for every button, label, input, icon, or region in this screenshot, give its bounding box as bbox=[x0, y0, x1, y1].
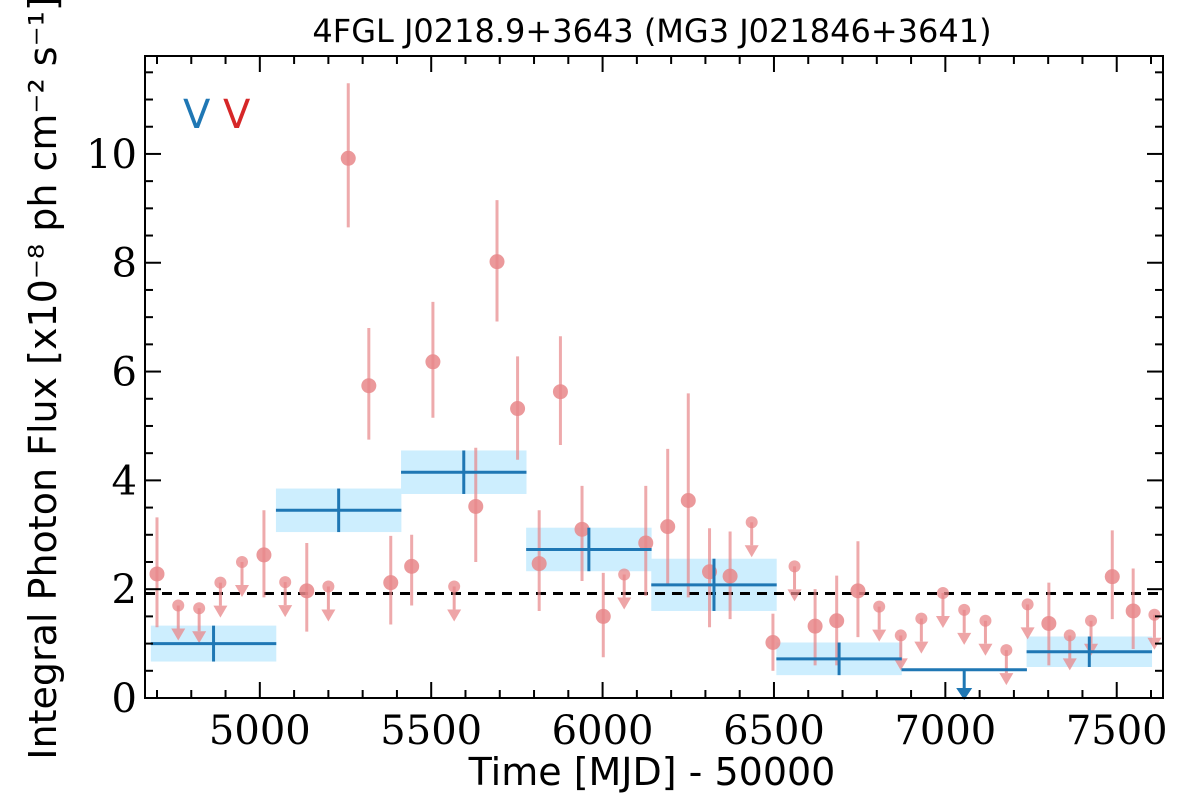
fine-data-point-33 bbox=[850, 583, 866, 599]
fine-upper-limit-arrow-30 bbox=[787, 589, 802, 602]
fine-upper-limit-arrow-37 bbox=[935, 615, 950, 628]
y-axis-label: Integral Photon Flux [x10⁻⁸ ph cm⁻² s⁻¹] bbox=[21, 0, 65, 760]
fine-upper-limit-arrow-41 bbox=[1020, 627, 1035, 640]
fine-upper-limit-arrow-8 bbox=[321, 609, 336, 622]
fine-upper-limit-arrow-14 bbox=[447, 609, 462, 622]
fine-data-point-27 bbox=[722, 568, 738, 584]
fine-upper-limit-arrow-39 bbox=[978, 643, 993, 656]
fine-data-point-10 bbox=[361, 378, 377, 394]
legend-entry-1: V bbox=[223, 92, 251, 138]
fine-upper-limit-arrow-34 bbox=[872, 629, 887, 642]
fine-data-point-24 bbox=[660, 519, 676, 535]
fine-data-point-23 bbox=[638, 535, 654, 551]
y-tick-label-3: 6 bbox=[112, 350, 137, 396]
fine-upper-limit-cap-41 bbox=[1021, 598, 1034, 611]
fine-data-point-32 bbox=[829, 613, 845, 629]
fine-upper-limit-cap-3 bbox=[214, 576, 227, 589]
y-tick-label-4: 8 bbox=[112, 241, 137, 287]
fine-binned-layer bbox=[149, 83, 1162, 686]
fine-data-point-21 bbox=[595, 608, 611, 624]
fine-upper-limit-cap-39 bbox=[979, 614, 992, 627]
fine-upper-limit-arrow-36 bbox=[914, 641, 929, 654]
x-axis-label: Time [MJD] - 50000 bbox=[468, 750, 836, 794]
fine-data-point-12 bbox=[404, 558, 420, 574]
fine-upper-limit-arrow-35 bbox=[893, 658, 908, 671]
plot-back-layer bbox=[145, 450, 1163, 676]
fine-upper-limit-cap-2 bbox=[193, 602, 206, 615]
fine-upper-limit-cap-14 bbox=[448, 580, 461, 593]
fine-upper-limit-arrow-44 bbox=[1084, 643, 1099, 656]
fine-upper-limit-arrow-40 bbox=[999, 673, 1014, 686]
fine-upper-limit-cap-6 bbox=[279, 576, 292, 589]
fine-upper-limit-cap-40 bbox=[1000, 644, 1013, 657]
y-tick-label-5: 10 bbox=[86, 132, 137, 178]
yearly-binned-layer bbox=[150, 450, 1153, 700]
y-tick-label-1: 2 bbox=[112, 567, 137, 613]
fine-data-point-7 bbox=[299, 583, 315, 599]
fine-upper-limit-cap-43 bbox=[1063, 629, 1076, 642]
fine-data-point-19 bbox=[552, 384, 568, 400]
fine-upper-limit-arrow-43 bbox=[1062, 658, 1077, 671]
fine-upper-limit-arrow-2 bbox=[192, 631, 207, 644]
axes-frame bbox=[144, 55, 1164, 699]
fine-upper-limit-arrow-22 bbox=[617, 597, 632, 610]
fine-data-point-31 bbox=[807, 618, 823, 634]
fine-upper-limit-arrow-4 bbox=[235, 584, 250, 597]
y-tick-label-0: 0 bbox=[112, 676, 137, 722]
x-tick-label-5: 7500 bbox=[1066, 708, 1168, 754]
fine-upper-limit-cap-22 bbox=[618, 568, 631, 581]
plot-frame bbox=[144, 55, 1164, 699]
x-tick-label-0: 5000 bbox=[209, 708, 311, 754]
x-tick-label-2: 6000 bbox=[552, 708, 654, 754]
x-tick-label-3: 6500 bbox=[723, 708, 825, 754]
fine-data-point-46 bbox=[1125, 603, 1141, 619]
fine-upper-limit-cap-30 bbox=[788, 560, 801, 573]
fine-data-point-0 bbox=[149, 566, 165, 582]
fine-data-point-16 bbox=[489, 254, 505, 270]
fine-data-point-20 bbox=[574, 521, 590, 537]
fine-upper-limit-arrow-47 bbox=[1147, 637, 1162, 650]
fine-data-point-45 bbox=[1104, 569, 1120, 585]
fine-data-point-29 bbox=[765, 635, 781, 651]
fine-upper-limit-cap-8 bbox=[322, 580, 335, 593]
legend-entry-0: V bbox=[183, 92, 211, 138]
x-tick-label-4: 7000 bbox=[894, 708, 996, 754]
fine-data-point-9 bbox=[340, 150, 356, 166]
fine-data-point-17 bbox=[510, 401, 526, 417]
fine-upper-limit-cap-37 bbox=[936, 586, 949, 599]
fine-data-point-25 bbox=[680, 493, 696, 509]
fine-data-point-18 bbox=[531, 556, 547, 572]
axis-ticks: 5000 5500 6000 6500 7000 7500 0 2 4 6 8 10 bbox=[86, 56, 1168, 754]
fine-upper-limit-arrow-6 bbox=[278, 605, 293, 618]
fine-upper-limit-cap-47 bbox=[1148, 608, 1161, 621]
fine-data-point-15 bbox=[468, 498, 484, 514]
binned-upper-limit-arrow-6 bbox=[956, 688, 973, 700]
fine-upper-limit-cap-36 bbox=[915, 612, 928, 625]
fine-upper-limit-arrow-3 bbox=[213, 605, 228, 618]
fine-data-point-11 bbox=[383, 575, 399, 591]
chart-title: 4FGL J0218.9+3643 (MG3 J021846+3641) bbox=[312, 12, 991, 50]
fine-upper-limit-arrow-1 bbox=[171, 628, 186, 641]
fine-upper-limit-cap-4 bbox=[236, 555, 249, 568]
fine-upper-limit-cap-35 bbox=[894, 629, 907, 642]
x-tick-label-1: 5500 bbox=[380, 708, 482, 754]
fine-upper-limit-arrow-38 bbox=[957, 632, 972, 645]
fine-data-point-13 bbox=[425, 354, 441, 370]
y-tick-label-2: 4 bbox=[112, 458, 137, 504]
fine-data-point-42 bbox=[1041, 615, 1057, 631]
fine-data-point-5 bbox=[256, 547, 272, 563]
fine-upper-limit-arrow-28 bbox=[744, 545, 759, 558]
fine-upper-limit-cap-28 bbox=[745, 516, 758, 529]
fine-upper-limit-cap-1 bbox=[172, 599, 185, 612]
fine-upper-limit-cap-34 bbox=[873, 600, 886, 613]
fine-upper-limit-cap-44 bbox=[1085, 614, 1098, 627]
fine-upper-limit-cap-38 bbox=[958, 603, 971, 616]
